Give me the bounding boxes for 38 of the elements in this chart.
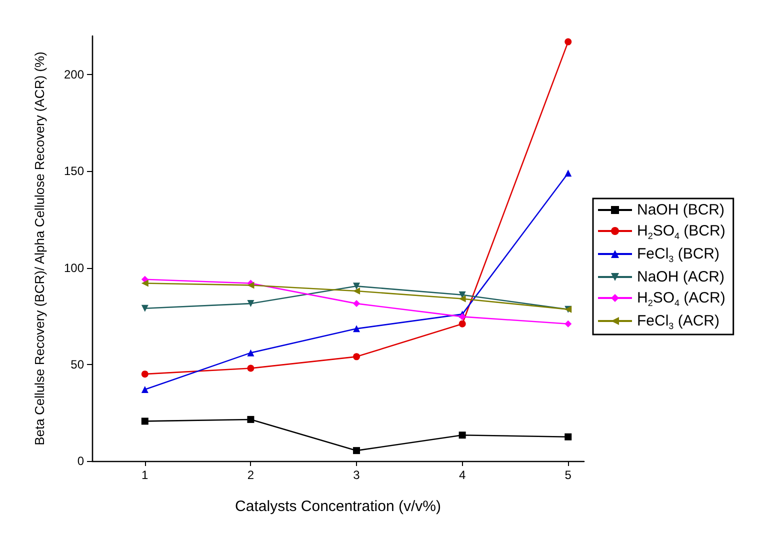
x-tick-label: 1 — [142, 468, 149, 482]
x-tick-label: 3 — [353, 468, 360, 482]
point — [458, 320, 466, 328]
point — [141, 386, 148, 394]
point — [353, 447, 360, 454]
point — [141, 280, 148, 287]
point — [141, 418, 148, 425]
legend-label: NaOH (ACR) — [637, 268, 725, 286]
x-axis-title: Catalysts Concentration (v/v%) — [235, 498, 441, 515]
point — [564, 170, 572, 177]
point — [458, 313, 466, 320]
point — [458, 432, 466, 439]
y-tick-label: 0 — [77, 454, 84, 468]
point — [353, 288, 360, 294]
y-tick-label: 150 — [64, 164, 84, 178]
point — [247, 349, 254, 356]
x-tick-label: 5 — [564, 468, 572, 482]
y-tick-label: 100 — [64, 260, 84, 275]
point — [353, 353, 360, 360]
x-tick-label: 4 — [458, 468, 466, 482]
point — [353, 325, 360, 332]
point — [141, 304, 148, 312]
point — [458, 291, 466, 298]
point — [564, 433, 572, 440]
y-axis-title: Beta Cellulse Recovery (BCR)/ Alpha Cellulose Recovery (ACR) (%) — [32, 52, 47, 446]
point — [353, 300, 360, 308]
y-tick-label: 50 — [70, 357, 84, 372]
y-tick-label: 200 — [64, 68, 84, 82]
x-tick-label: 2 — [247, 468, 254, 482]
point — [564, 38, 572, 46]
point — [353, 282, 360, 290]
point — [247, 416, 254, 423]
point — [141, 370, 148, 378]
legend-label: NaOH (BCR) — [637, 202, 725, 218]
point — [247, 364, 254, 372]
point — [247, 300, 254, 308]
point — [458, 295, 466, 302]
point — [564, 320, 572, 328]
